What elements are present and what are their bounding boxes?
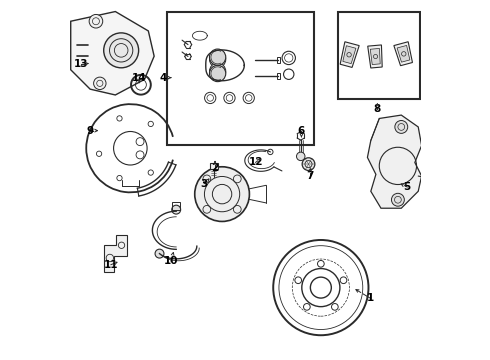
Circle shape	[302, 158, 315, 171]
Bar	[277, 57, 280, 63]
Bar	[172, 202, 180, 210]
Circle shape	[395, 121, 408, 133]
Text: 9: 9	[86, 126, 93, 136]
Circle shape	[94, 77, 106, 90]
Circle shape	[104, 33, 139, 68]
Polygon shape	[103, 235, 127, 272]
Text: 13: 13	[74, 59, 88, 68]
Circle shape	[155, 249, 164, 258]
Text: 5: 5	[404, 182, 411, 192]
Polygon shape	[370, 49, 380, 64]
Circle shape	[172, 205, 181, 214]
Circle shape	[89, 14, 103, 28]
Circle shape	[209, 51, 226, 68]
Circle shape	[430, 174, 440, 185]
Circle shape	[209, 66, 226, 82]
Polygon shape	[340, 42, 359, 67]
Text: 3: 3	[201, 179, 208, 189]
Bar	[277, 73, 280, 79]
Text: 10: 10	[164, 256, 178, 266]
Circle shape	[296, 152, 305, 161]
Text: 11: 11	[104, 260, 118, 270]
Circle shape	[392, 193, 404, 206]
Text: 8: 8	[374, 104, 381, 114]
Bar	[210, 163, 218, 170]
Circle shape	[209, 63, 226, 80]
Text: 1: 1	[367, 293, 374, 303]
Text: 4: 4	[159, 73, 167, 83]
Bar	[339, 12, 419, 99]
Polygon shape	[71, 12, 154, 95]
Polygon shape	[343, 46, 356, 64]
Text: 6: 6	[298, 126, 305, 136]
Polygon shape	[397, 45, 410, 62]
Polygon shape	[368, 115, 421, 208]
Text: 12: 12	[248, 157, 263, 167]
Polygon shape	[394, 42, 413, 66]
Text: 2: 2	[211, 163, 219, 173]
Text: 14: 14	[132, 73, 147, 83]
Bar	[168, 13, 314, 145]
Circle shape	[209, 49, 226, 66]
Circle shape	[195, 167, 249, 221]
Text: 7: 7	[307, 171, 314, 181]
Polygon shape	[368, 45, 382, 68]
